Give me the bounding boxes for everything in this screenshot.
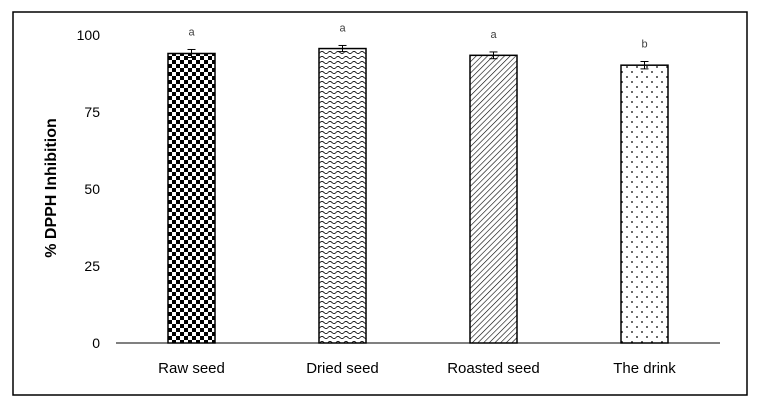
y-tick-label: 50 (84, 181, 100, 197)
y-tick-label: 100 (77, 27, 101, 43)
bar (167, 52, 216, 344)
bar (469, 54, 518, 344)
x-tick-label: Raw seed (158, 360, 225, 377)
x-tick-label: The drink (613, 360, 676, 377)
x-tick-label: Roasted seed (447, 360, 540, 377)
bar (318, 47, 367, 344)
x-tick-label: Dried seed (306, 360, 379, 377)
significance-letter: a (490, 29, 497, 41)
y-tick-label: 25 (84, 258, 100, 274)
bar (620, 64, 669, 344)
y-tick-label: 0 (92, 335, 100, 351)
significance-letter: a (339, 22, 346, 34)
y-axis-label: % DPPH Inhibition (43, 118, 60, 258)
y-tick-label: 75 (84, 104, 100, 120)
significance-letter: b (641, 38, 647, 50)
significance-letter: a (188, 26, 195, 38)
